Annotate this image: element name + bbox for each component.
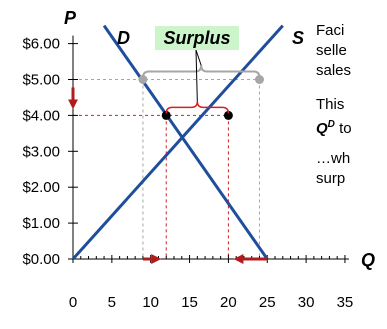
point-qs-4 <box>223 110 233 120</box>
x-tick-label: 30 <box>298 294 315 311</box>
axes: 0 5 10 15 20 25 30 35 $0.00 $1.00 $2.00 $3.00 $4.00 $… <box>22 35 354 311</box>
point-qd-4 <box>161 110 171 120</box>
para1-line3: sales <box>316 62 352 79</box>
x-tick-label: 35 <box>337 294 354 311</box>
points <box>68 75 268 264</box>
guide-lines <box>73 79 260 259</box>
supply-label: S <box>292 28 304 48</box>
y-tick-label: $2.00 <box>22 179 60 196</box>
demand-label: D <box>117 28 130 48</box>
x-tick-label: 25 <box>259 294 276 311</box>
point-qd-5 <box>138 75 148 84</box>
y-tick-label: $0.00 <box>22 251 60 268</box>
y-tick-label: $1.00 <box>22 215 60 232</box>
qd-superscript: D <box>327 119 335 130</box>
supply-curve <box>71 24 284 261</box>
x-tick-label: 0 <box>69 294 77 311</box>
x-tick-label: 15 <box>181 294 198 311</box>
surplus-pointer-gray <box>195 49 202 66</box>
point-qs-5 <box>254 75 264 84</box>
surplus-label: Surplus <box>163 28 230 48</box>
surplus-label-box <box>155 26 239 50</box>
y-axis-name: P <box>64 8 77 28</box>
y-tick-label: $6.00 <box>22 36 60 53</box>
x-tick-label: 10 <box>142 294 159 311</box>
x-axis-name: Q <box>361 250 375 270</box>
para2-line1: This <box>316 96 345 113</box>
para2-line2: QD to <box>316 116 352 138</box>
y-tick-label: $5.00 <box>22 72 60 89</box>
x-tick-label: 5 <box>108 294 116 311</box>
para3-line2: surp <box>316 170 346 187</box>
demand-curve <box>102 24 269 260</box>
para3-line1: …wh <box>316 150 351 167</box>
surplus-pointer-red <box>195 49 198 102</box>
para1-line2: selle <box>316 42 347 59</box>
x-tick-label: 20 <box>220 294 237 311</box>
para2-line2-rest: to <box>334 120 352 137</box>
para1-line1: Faci <box>316 22 345 39</box>
qd-symbol: Q <box>316 120 328 137</box>
curves <box>71 24 284 261</box>
y-tick-label: $3.00 <box>22 143 60 160</box>
y-tick-label: $4.00 <box>22 107 60 124</box>
